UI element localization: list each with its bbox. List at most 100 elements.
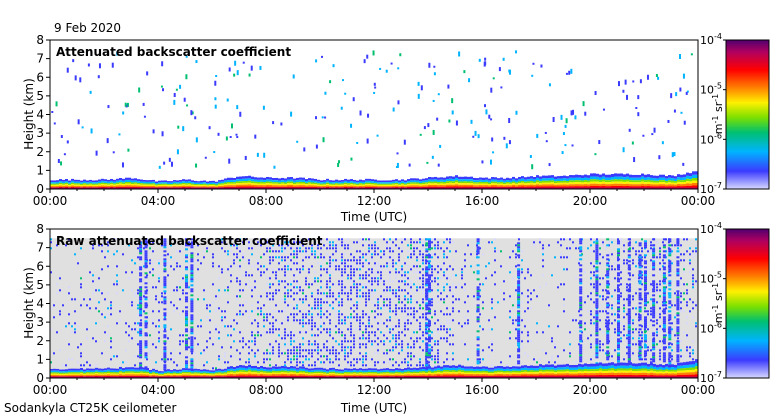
boundary-layer-cell [449, 176, 452, 179]
boundary-layer-cell [659, 174, 662, 178]
noise-cell [656, 241, 658, 244]
boundary-layer-cell [521, 182, 524, 185]
noise-cell [110, 304, 112, 307]
noise-cell [443, 253, 445, 256]
boundary-layer-cell [641, 173, 644, 177]
noise-cell [314, 298, 316, 301]
boundary-layer-cell [128, 183, 131, 186]
noise-cell [374, 289, 376, 292]
boundary-layer-cell [323, 183, 326, 185]
noise-cell [290, 361, 292, 364]
boundary-layer-cell [338, 180, 341, 183]
boundary-layer-cell [443, 179, 446, 182]
boundary-layer-cell [464, 187, 467, 189]
noise-cell [443, 286, 445, 289]
boundary-layer-cell [122, 185, 125, 187]
noise-cell [293, 322, 295, 325]
noise-cell [659, 355, 661, 358]
noise-cell [233, 319, 235, 322]
y-tick-label: 8 [36, 33, 44, 47]
boundary-layer-cell [611, 181, 614, 184]
noise-cell [464, 265, 466, 268]
noise-cell [344, 247, 346, 250]
boundary-layer-cell [638, 182, 641, 185]
noise-cell [368, 244, 370, 247]
noise-cell [689, 352, 691, 355]
dense-column-cell [185, 320, 188, 323]
noise-cell [341, 289, 343, 292]
dense-column-cell [425, 366, 429, 369]
boundary-layer-cell [473, 177, 476, 181]
noise-cell [527, 334, 529, 337]
noise-cell [695, 253, 697, 256]
noise-cell [218, 337, 220, 340]
boundary-layer-cell [689, 181, 692, 184]
boundary-layer-cell [515, 185, 518, 187]
boundary-layer-cell [332, 180, 335, 183]
noise-cell [317, 349, 319, 352]
boundary-layer-cell [443, 183, 446, 186]
noise-cell [416, 301, 418, 304]
boundary-layer-cell [263, 187, 266, 189]
boundary-layer-cell [302, 177, 305, 180]
dense-column-cell [579, 248, 583, 251]
noise-cell [311, 319, 313, 322]
boundary-layer-cell [683, 184, 686, 187]
dense-column-cell [190, 238, 194, 241]
dense-column-cell [190, 302, 194, 305]
noise-cell [611, 268, 613, 271]
boundary-layer-cell [341, 185, 344, 188]
noise-cell [422, 286, 424, 289]
noise-cell [467, 310, 469, 313]
noise-cell [314, 301, 316, 304]
boundary-layer-cell [482, 183, 485, 186]
noise-cell [350, 298, 352, 301]
boundary-layer-cell [92, 186, 95, 188]
noise-cell [365, 328, 367, 331]
boundary-layer-cell [359, 185, 362, 188]
boundary-layer-cell [641, 179, 644, 182]
noise-cell [311, 328, 313, 331]
noise-cell [122, 361, 124, 364]
noise-cell [353, 283, 355, 286]
noise-cell [206, 304, 208, 307]
noise-cell [260, 307, 262, 310]
noise-cell [434, 268, 436, 271]
boundary-layer-cell [584, 180, 587, 183]
boundary-layer-cell [260, 187, 263, 189]
noise-cell [611, 238, 613, 241]
boundary-layer-cell [296, 187, 299, 189]
dense-column-cell [190, 270, 194, 273]
boundary-layer-cell [665, 180, 668, 183]
boundary-layer-cell [617, 181, 620, 184]
noise-cell [410, 244, 412, 247]
noise-cell [230, 325, 232, 328]
noise-cell [329, 241, 331, 244]
noise-cell [656, 283, 658, 286]
noise-cell [164, 328, 166, 331]
noise-cell [452, 310, 454, 313]
dense-column-cell [517, 342, 521, 345]
boundary-layer-cell [563, 186, 566, 188]
boundary-layer-cell [239, 176, 242, 180]
noise-cell [329, 280, 331, 283]
noise-cell [257, 334, 259, 337]
noise-cell [152, 286, 154, 289]
noise-cell [563, 298, 565, 301]
noise-cell [413, 310, 415, 313]
boundary-layer-cell [518, 186, 521, 188]
noise-cell [362, 262, 364, 265]
echo-cell [66, 140, 69, 144]
noise-cell [425, 316, 427, 319]
noise-cell [287, 256, 289, 259]
noise-cell [590, 322, 592, 325]
noise-cell [635, 259, 637, 262]
noise-cell [359, 259, 361, 262]
boundary-layer-cell [191, 180, 194, 183]
boundary-layer-cell [512, 183, 515, 185]
boundary-layer-cell [89, 183, 92, 185]
dense-column-cell [425, 364, 429, 367]
noise-cell [242, 340, 244, 343]
noise-cell [392, 289, 394, 292]
noise-cell [416, 289, 418, 292]
